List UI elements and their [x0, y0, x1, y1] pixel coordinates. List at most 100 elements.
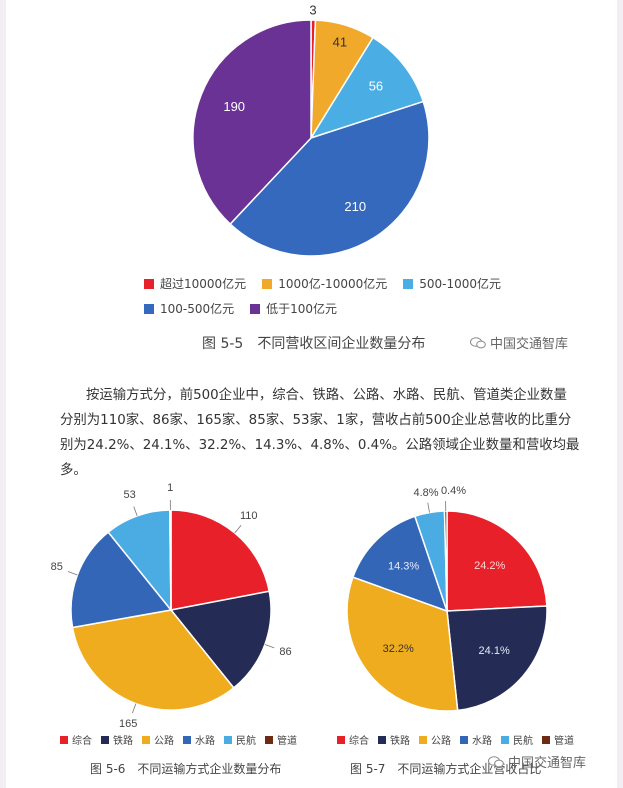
- leader-line: [234, 524, 242, 534]
- data-label: 1: [167, 482, 173, 494]
- fig7-legend: 综合 铁路 公路 水路 民航 管道: [337, 732, 574, 747]
- pie-slice: [229, 100, 430, 257]
- page-edge-right: [617, 0, 623, 788]
- watermark: 中国交通智库: [470, 333, 568, 352]
- legend-swatch: [142, 735, 150, 744]
- data-label: 210: [344, 199, 366, 214]
- watermark-text: 中国交通智库: [508, 756, 587, 771]
- leader-line: [427, 502, 430, 513]
- legend-swatch: [144, 278, 154, 289]
- legend-swatch: [101, 735, 109, 744]
- legend-label: 500-1000亿元: [419, 277, 502, 291]
- pie-slice: [443, 510, 448, 612]
- leader-line: [67, 571, 78, 576]
- watermark-text: 中国交通智库: [490, 337, 569, 352]
- legend-label: 铁路: [113, 736, 133, 747]
- legend-swatch: [460, 735, 468, 744]
- data-label: 24.2%: [474, 560, 505, 572]
- legend-item: 综合: [60, 732, 92, 747]
- legend-label: 民航: [513, 736, 533, 747]
- legend-item: 100-500亿元: [144, 300, 234, 317]
- pie-slice: [446, 510, 548, 612]
- data-label: 56: [369, 78, 383, 93]
- legend-swatch: [265, 735, 273, 744]
- legend-swatch: [262, 278, 273, 289]
- data-label: 0.4%: [441, 485, 466, 497]
- fig5-legend-row-2: 100-500亿元 低于100亿元: [144, 300, 501, 317]
- data-label: 3: [309, 2, 316, 17]
- fig5-legend: 超过10000亿元 1000亿-10000亿元 500-1000亿元 100-5…: [144, 275, 501, 325]
- data-label: 4.8%: [413, 487, 438, 499]
- legend-swatch: [403, 278, 414, 289]
- legend-item: 水路: [183, 732, 215, 747]
- body-paragraph: 按运输方式分，前500企业中，综合、铁路、公路、水路、民航、管道类企业数量分别为…: [60, 388, 580, 478]
- leader-line: [133, 506, 138, 517]
- legend-swatch: [542, 735, 550, 744]
- fig6-caption: 图 5-6 不同运输方式企业数量分布: [90, 762, 282, 776]
- fig5-legend-row-1: 超过10000亿元 1000亿-10000亿元 500-1000亿元: [144, 275, 501, 292]
- legend-item: 500-1000亿元: [403, 275, 501, 292]
- legend-label: 水路: [195, 736, 215, 747]
- legend-label: 铁路: [390, 736, 410, 747]
- data-label: 110: [240, 510, 258, 522]
- legend-label: 综合: [72, 736, 92, 747]
- legend-label: 100-500亿元: [160, 302, 235, 316]
- pie-slice: [446, 605, 548, 712]
- pie-slice: [169, 590, 272, 689]
- legend-item: 超过10000亿元: [144, 275, 246, 292]
- data-label: 41: [333, 35, 347, 50]
- pie-slice: [192, 19, 312, 226]
- legend-item: 管道: [542, 732, 574, 747]
- pie-slice: [170, 509, 271, 611]
- legend-swatch: [60, 735, 68, 744]
- pie-slice: [351, 515, 449, 613]
- legend-item: 1000亿-10000亿元: [262, 275, 387, 292]
- pie-slice: [309, 36, 425, 140]
- legend-item: 综合: [337, 732, 369, 747]
- legend-swatch: [378, 735, 386, 744]
- legend-item: 管道: [265, 732, 297, 747]
- legend-swatch: [250, 303, 261, 314]
- data-label: 86: [279, 646, 291, 658]
- page-edge-left: [0, 0, 6, 788]
- pie-slice: [168, 509, 172, 611]
- legend-item: 铁路: [101, 732, 133, 747]
- legend-swatch: [501, 735, 509, 744]
- legend-swatch: [337, 735, 345, 744]
- legend-label: 综合: [349, 736, 369, 747]
- leader-line: [132, 703, 137, 714]
- wechat-icon: [488, 755, 504, 767]
- fig7-caption: 图 5-7 不同运输方式企业营收占比: [350, 762, 542, 776]
- legend-item: 水路: [460, 732, 492, 747]
- leader-line: [264, 644, 275, 649]
- data-label: 85: [51, 561, 63, 573]
- legend-item: 公路: [419, 732, 451, 747]
- pie-slice: [71, 609, 235, 711]
- legend-label: 公路: [431, 736, 451, 747]
- legend-label: 管道: [554, 736, 574, 747]
- legend-item: 公路: [142, 732, 174, 747]
- watermark-bottom: 中国交通智库: [488, 752, 586, 771]
- pie-slice: [346, 576, 459, 712]
- legend-item: 低于100亿元: [250, 300, 337, 317]
- legend-swatch: [224, 735, 232, 744]
- legend-label: 民航: [236, 736, 256, 747]
- legend-label: 公路: [154, 736, 174, 747]
- legend-label: 1000亿-10000亿元: [278, 277, 388, 291]
- legend-label: 低于100亿元: [266, 302, 338, 316]
- data-label: 53: [124, 489, 136, 501]
- wechat-icon: [470, 336, 486, 348]
- legend-label: 水路: [472, 736, 492, 747]
- data-label: 190: [223, 99, 245, 114]
- legend-item: 民航: [224, 732, 256, 747]
- legend-swatch: [419, 735, 427, 744]
- fig5-caption: 图 5-5 不同营收区间企业数量分布: [202, 336, 426, 352]
- pie-slice: [70, 531, 173, 629]
- data-label: 24.1%: [479, 645, 510, 657]
- legend-item: 铁路: [378, 732, 410, 747]
- legend-label: 超过10000亿元: [160, 277, 247, 291]
- legend-swatch: [144, 303, 154, 314]
- data-label: 32.2%: [383, 643, 414, 655]
- legend-swatch: [183, 735, 191, 744]
